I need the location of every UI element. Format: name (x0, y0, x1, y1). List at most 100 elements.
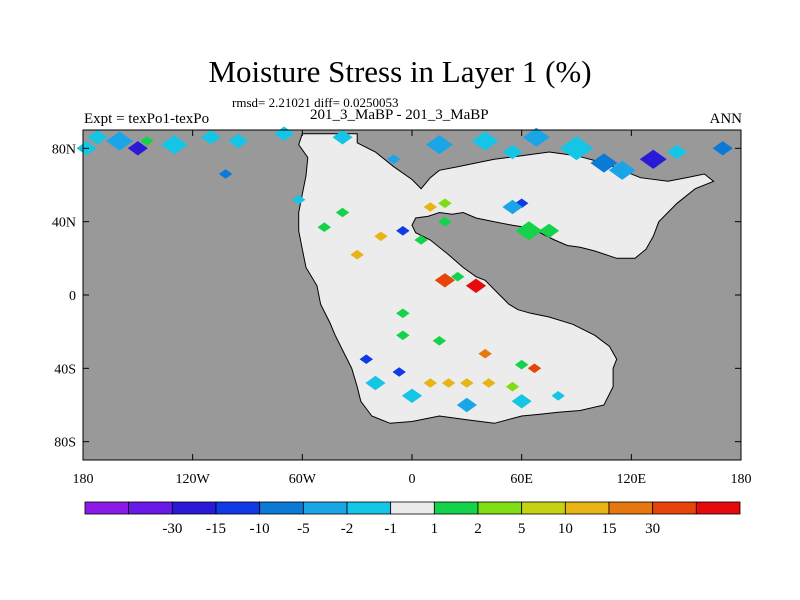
anomaly-cell (127, 141, 148, 156)
y-tick-label: 80N (52, 142, 76, 157)
anomaly-cell (359, 354, 373, 364)
axes-layer: 180 120W 60W 0 60E 120E 180 80N 40N 0 40S 80S (52, 129, 752, 487)
x-tick-label: 0 (409, 472, 416, 487)
anomaly-cell (387, 154, 401, 165)
anomaly-cell (460, 378, 474, 388)
anomaly-cell (218, 169, 233, 179)
anomaly-cell (712, 141, 733, 156)
y-tick-label: 40S (54, 362, 76, 377)
colorbar-swatch (171, 501, 217, 515)
colorbar-swatch (564, 501, 610, 515)
colorbar-label: 15 (602, 521, 617, 537)
colorbar-swatch (433, 501, 479, 515)
colorbar-label: 2 (474, 521, 482, 537)
x-tick-label: 180 (73, 472, 94, 487)
anomaly-cell (228, 133, 249, 149)
x-tick-label: 60W (289, 472, 317, 487)
y-tick-label: 80S (54, 436, 76, 451)
colorbar-swatch (215, 501, 261, 515)
colorbar-swatch (652, 501, 697, 515)
colorbar-swatch (608, 501, 654, 515)
colorbar-swatch (695, 501, 741, 515)
stats-line: rmsd= 2.21021 diff= 0.0250053 (232, 95, 399, 110)
x-tick-label: 120E (617, 472, 647, 487)
colorbar-label: 1 (431, 521, 439, 537)
colorbar-swatch (302, 501, 348, 515)
colorbar-label: -10 (250, 521, 270, 537)
x-tick-label: 60E (510, 472, 533, 487)
colorbar-swatch (84, 501, 130, 515)
anomaly-cell (87, 130, 108, 145)
anomaly-cell (456, 397, 477, 413)
anomaly-cell (502, 199, 523, 215)
anomaly-cell (666, 144, 688, 160)
colorbar-swatch (128, 501, 173, 515)
anomaly-cell (478, 348, 492, 359)
x-tick-label: 180 (731, 472, 752, 487)
anomaly-cell (511, 394, 532, 409)
anomaly-cell (432, 336, 447, 346)
anomaly-cell (160, 135, 188, 155)
colorbar-swatch (521, 501, 566, 515)
anomaly-cell (140, 136, 154, 146)
colorbar-label: -15 (206, 521, 226, 537)
colorbar-swatch (346, 501, 392, 515)
anomaly-cell (438, 198, 452, 209)
anomaly-cell (350, 249, 364, 260)
colorbar-label: -2 (341, 521, 354, 537)
anomaly-cell (365, 375, 386, 391)
anomaly-cell (396, 308, 410, 319)
anomaly-cell (332, 130, 353, 145)
anomaly-cell (317, 222, 331, 232)
colorbar-label: -1 (384, 521, 397, 537)
anomaly-cell (292, 194, 306, 205)
anomaly-cell (396, 330, 410, 341)
colorbar-swatch (259, 501, 304, 515)
y-tick-label: 40N (52, 216, 76, 231)
anomaly-cell (527, 363, 542, 374)
anomaly-cell (423, 202, 437, 212)
anomaly-cell (502, 144, 523, 160)
anomaly-cell (539, 223, 560, 238)
colorbar-label: 30 (645, 521, 660, 537)
colorbar-swatch (477, 501, 523, 515)
anomaly-cell (514, 198, 529, 209)
colorbar-label: 10 (558, 521, 573, 537)
anomaly-cell (374, 231, 388, 242)
colorbar: -30 -15 -10 -5 -2 -1 1 2 5 10 15 30 (84, 501, 741, 537)
anomaly-cell (200, 130, 221, 145)
anomaly-cell (106, 131, 133, 151)
experiment-label: Expt = texPo1-texPo (84, 111, 210, 127)
anomaly-cell (522, 127, 550, 147)
anomaly-cell (482, 378, 496, 388)
chart-title: Moisture Stress in Layer 1 (%) (208, 54, 592, 89)
y-tick-label: 0 (69, 289, 76, 304)
anomaly-cell (551, 391, 565, 401)
anomaly-cell (514, 359, 529, 370)
anomaly-cell (441, 378, 456, 388)
anomaly-cell (451, 271, 465, 282)
anomaly-cell (465, 278, 487, 293)
anomaly-cell (423, 378, 437, 388)
anomaly-cell (639, 149, 667, 169)
anomaly-cell (608, 160, 636, 180)
anomaly-cell (426, 135, 453, 155)
colorbar-label: -5 (297, 521, 310, 537)
map-layer (76, 126, 741, 460)
anomaly-cell (515, 221, 543, 241)
anomaly-cell (396, 226, 410, 236)
x-tick-label: 120W (176, 472, 211, 487)
colorbar-label: 5 (518, 521, 526, 537)
anomaly-cell (392, 367, 406, 377)
anomaly-cell (434, 273, 455, 288)
season-label: ANN (709, 111, 743, 127)
anomaly-cell (590, 153, 618, 173)
anomaly-cell (505, 381, 520, 392)
chart-subtitle: 201_3_MaBP - 201_3_MaBP (310, 107, 489, 123)
anomaly-cell (559, 136, 594, 161)
colorbar-swatch (390, 501, 435, 515)
anomaly-cell (401, 388, 423, 403)
anomaly-cell (335, 207, 350, 218)
anomaly-cell (471, 131, 499, 151)
